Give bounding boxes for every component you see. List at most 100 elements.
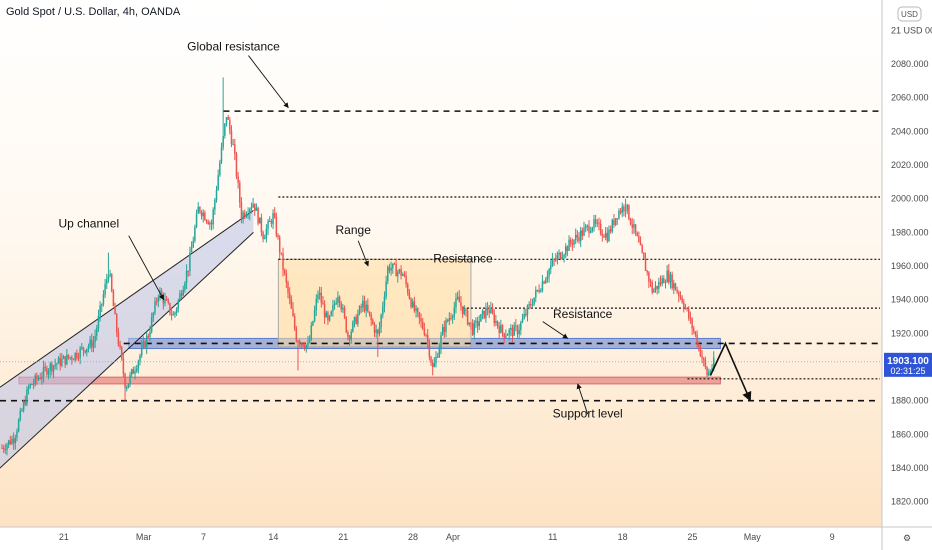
candle[interactable] xyxy=(541,274,544,293)
candle[interactable] xyxy=(606,227,609,244)
candle[interactable] xyxy=(608,225,610,242)
candle[interactable] xyxy=(530,298,532,309)
candle[interactable] xyxy=(636,231,638,237)
candle[interactable] xyxy=(633,219,635,234)
candle[interactable] xyxy=(368,311,371,317)
candle[interactable] xyxy=(495,315,497,327)
candle[interactable] xyxy=(287,280,289,299)
candle[interactable] xyxy=(101,303,103,313)
candle[interactable] xyxy=(664,279,667,289)
candle[interactable] xyxy=(9,435,12,446)
candle[interactable] xyxy=(120,345,123,361)
candle[interactable] xyxy=(656,285,658,295)
candle[interactable] xyxy=(247,207,249,219)
candle[interactable] xyxy=(332,299,334,317)
currency-badge[interactable] xyxy=(897,6,922,22)
candle[interactable] xyxy=(362,295,364,313)
candle[interactable] xyxy=(212,207,214,230)
candle[interactable] xyxy=(87,343,90,353)
candle[interactable] xyxy=(697,341,700,352)
candle[interactable] xyxy=(571,238,574,252)
candle[interactable] xyxy=(420,313,422,328)
candle[interactable] xyxy=(157,294,160,308)
candle[interactable] xyxy=(628,204,630,221)
candle[interactable] xyxy=(441,323,444,336)
candle[interactable] xyxy=(689,311,692,324)
candle[interactable] xyxy=(252,197,254,208)
candle[interactable] xyxy=(328,314,331,322)
candle[interactable] xyxy=(21,408,23,412)
candle[interactable] xyxy=(272,209,274,230)
candle[interactable] xyxy=(385,275,387,300)
candle[interactable] xyxy=(503,332,505,344)
candle[interactable] xyxy=(112,288,115,307)
candle[interactable] xyxy=(343,305,346,319)
candle[interactable] xyxy=(535,286,537,303)
candle[interactable] xyxy=(413,296,416,313)
candle[interactable] xyxy=(483,310,485,320)
candle[interactable] xyxy=(651,279,653,295)
candle[interactable] xyxy=(515,319,517,332)
candle[interactable] xyxy=(61,353,63,368)
candle[interactable] xyxy=(624,198,627,218)
candle[interactable] xyxy=(41,371,43,385)
candle[interactable] xyxy=(172,310,175,316)
candle[interactable] xyxy=(586,224,589,232)
candle[interactable] xyxy=(71,355,73,365)
candle[interactable] xyxy=(312,320,314,327)
candle[interactable] xyxy=(27,384,30,395)
candle[interactable] xyxy=(398,268,401,274)
candle[interactable] xyxy=(468,322,471,327)
candle[interactable] xyxy=(578,231,580,244)
candle[interactable] xyxy=(668,263,670,285)
gear-icon[interactable]: ⚙ xyxy=(903,533,911,543)
candle[interactable] xyxy=(501,324,504,338)
candle[interactable] xyxy=(707,368,710,377)
candle[interactable] xyxy=(574,228,577,244)
candle[interactable] xyxy=(115,313,118,337)
candle[interactable] xyxy=(325,310,328,318)
candle[interactable] xyxy=(521,313,524,324)
candle[interactable] xyxy=(52,364,55,379)
candle[interactable] xyxy=(669,271,672,289)
candle[interactable] xyxy=(242,210,244,224)
candle[interactable] xyxy=(455,292,457,314)
candle[interactable] xyxy=(214,198,216,215)
candle[interactable] xyxy=(327,310,329,325)
candle[interactable] xyxy=(649,278,652,288)
candle[interactable] xyxy=(230,125,233,148)
candle[interactable] xyxy=(461,306,464,319)
candle[interactable] xyxy=(618,208,620,220)
candle[interactable] xyxy=(14,434,17,450)
candle[interactable] xyxy=(144,340,146,349)
candle[interactable] xyxy=(283,268,286,276)
candle[interactable] xyxy=(666,265,668,283)
candle[interactable] xyxy=(320,286,323,308)
candle[interactable] xyxy=(59,353,61,371)
candle[interactable] xyxy=(135,364,138,373)
candle[interactable] xyxy=(224,123,226,139)
candle[interactable] xyxy=(686,307,688,312)
candle[interactable] xyxy=(190,241,193,253)
candle[interactable] xyxy=(604,226,607,241)
candle[interactable] xyxy=(169,302,171,316)
candle[interactable] xyxy=(558,249,560,259)
candle[interactable] xyxy=(411,298,414,309)
candle[interactable] xyxy=(488,304,490,319)
candle[interactable] xyxy=(486,301,489,316)
candle[interactable] xyxy=(24,395,27,407)
candle[interactable] xyxy=(393,262,396,265)
candle[interactable] xyxy=(611,218,614,234)
candle[interactable] xyxy=(644,252,647,271)
candle[interactable] xyxy=(232,139,234,146)
candle[interactable] xyxy=(270,218,273,228)
candle[interactable] xyxy=(491,303,494,315)
candle[interactable] xyxy=(220,142,223,164)
candle[interactable] xyxy=(239,180,241,208)
candle[interactable] xyxy=(219,159,221,177)
candle[interactable] xyxy=(678,290,680,303)
candle[interactable] xyxy=(646,269,648,276)
candle[interactable] xyxy=(350,328,352,345)
candle[interactable] xyxy=(603,234,605,238)
